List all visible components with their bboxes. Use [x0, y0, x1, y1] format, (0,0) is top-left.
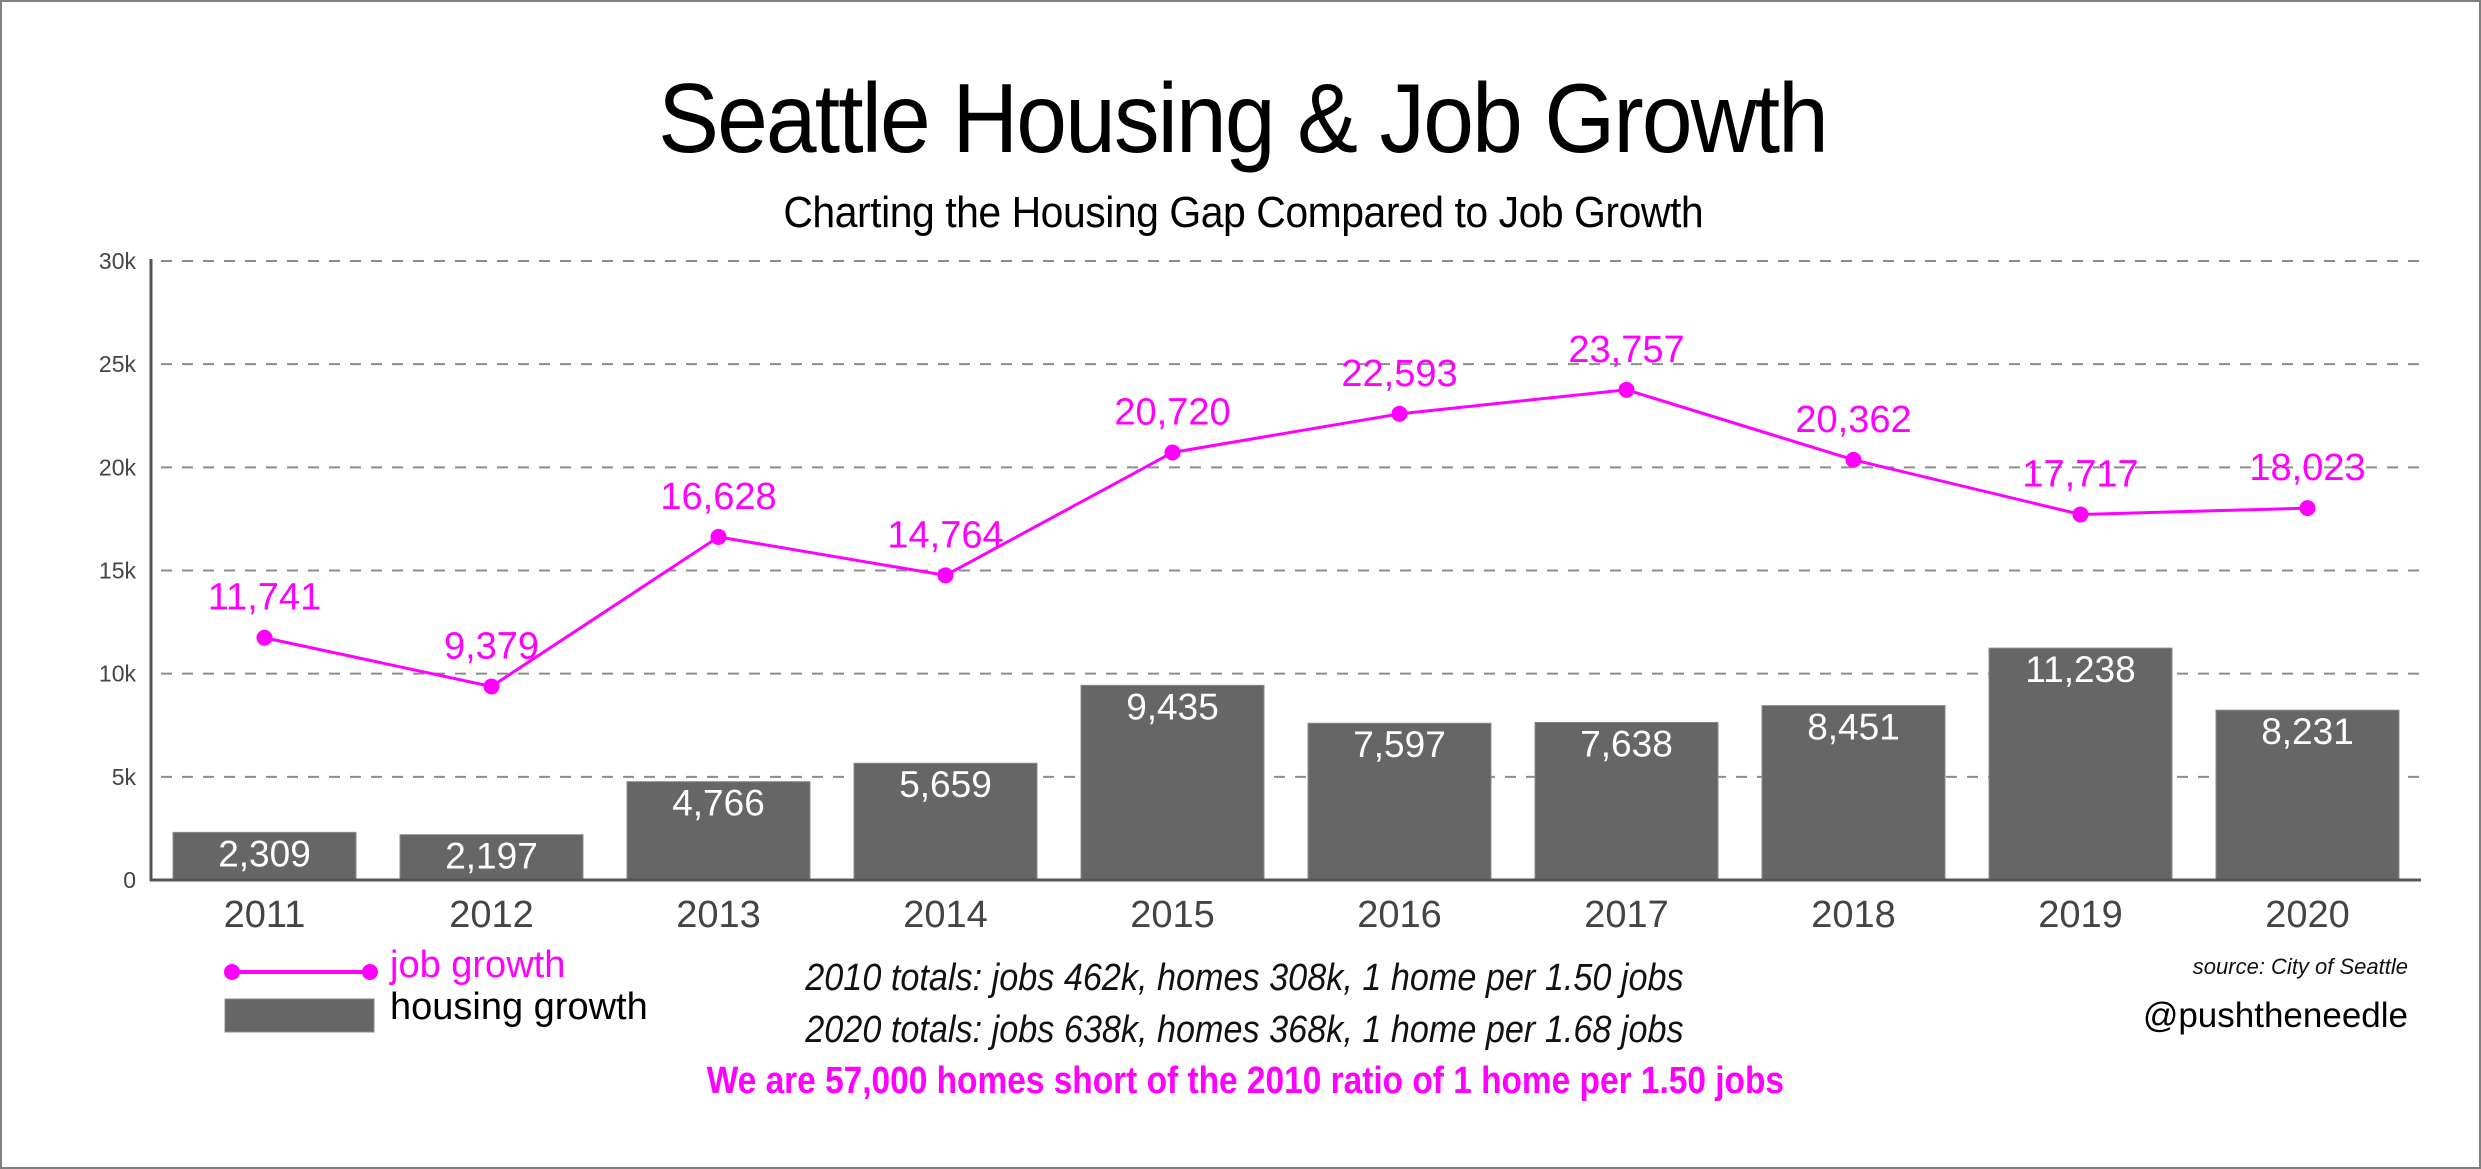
housing-bars: 2,309 2,197 4,766 5,659 9,435 7,597 7,638 8,451… — [172, 647, 2400, 881]
housing-bar-label: 4,766 — [672, 783, 765, 824]
job-growth-label: 9,379 — [444, 625, 539, 667]
job-growth-point-2013 — [710, 528, 727, 545]
housing-bar-label: 11,238 — [2025, 649, 2135, 690]
job-growth-label: 20,720 — [1114, 391, 1230, 433]
job-growth-point-2011 — [256, 629, 273, 646]
x-tick-label-2013: 2013 — [676, 894, 761, 936]
chart-title: Seattle Housing & Job Growth — [658, 63, 1829, 173]
x-tick-label-2012: 2012 — [449, 894, 534, 936]
housing-bar-label: 7,638 — [1580, 723, 1673, 764]
x-tick-label-2011: 2011 — [224, 894, 306, 936]
source-credit: source: City of Seattle — [2192, 954, 2408, 979]
job-growth-label: 11,741 — [208, 577, 321, 619]
x-tick-label-2016: 2016 — [1357, 894, 1442, 936]
job-growth-label: 20,362 — [1795, 399, 1911, 441]
job-growth-point-2016 — [1391, 405, 1408, 422]
axes — [149, 259, 2421, 882]
housing-bar-label: 5,659 — [899, 764, 992, 805]
x-tick-label-2019: 2019 — [2038, 894, 2123, 936]
y-tick-label: 20k — [99, 454, 137, 480]
housing-bar-label: 2,309 — [218, 833, 311, 874]
x-axis-tick-labels: 2011 2012 2013 2014 2015 2016 2017 2018 2019 2020 — [224, 894, 2350, 936]
legend-swatches — [224, 964, 378, 1033]
job-growth-point-2018 — [1845, 451, 1862, 468]
housing-bar-2017 — [1534, 721, 1719, 881]
housing-bar-2016 — [1307, 722, 1492, 881]
job-growth-line: 11,741 9,379 16,628 14,764 20,720 22,593 23,75… — [208, 329, 2366, 695]
y-tick-label: 30k — [99, 248, 137, 274]
job-growth-point-2017 — [1618, 381, 1635, 398]
job-growth-point-2015 — [1164, 444, 1181, 461]
y-axis-tick-labels: 0 5k 10k 15k 20k 25k 30k — [99, 248, 137, 893]
housing-bar-label: 2,197 — [445, 836, 538, 877]
y-tick-label: 0 — [123, 867, 136, 893]
legend-label-job-growth: job growth — [390, 944, 566, 986]
totals-2010-note: 2010 totals: jobs 462k, homes 308k, 1 ho… — [805, 957, 1684, 999]
housing-bar-label: 9,435 — [1126, 686, 1219, 727]
legend-label-housing-growth: housing growth — [390, 986, 648, 1028]
job-growth-label: 18,023 — [2249, 447, 2365, 489]
job-growth-label: 17,717 — [2022, 453, 2138, 495]
y-tick-label: 25k — [99, 351, 137, 377]
x-tick-label-2015: 2015 — [1130, 894, 1215, 936]
legend-housing-bar-swatch — [224, 998, 375, 1033]
job-growth-label: 22,593 — [1341, 353, 1457, 395]
y-tick-label: 15k — [99, 558, 137, 584]
chart-subtitle: Charting the Housing Gap Compared to Job… — [783, 188, 1704, 237]
housing-bar-2014 — [853, 762, 1038, 881]
housing-shortfall-callout: We are 57,000 homes short of the 2010 ra… — [706, 1060, 1785, 1102]
job-growth-label: 14,764 — [887, 514, 1003, 556]
legend-job-marker-right — [362, 964, 378, 980]
housing-bar-label: 8,451 — [1807, 707, 1900, 748]
housing-bar-label: 7,597 — [1353, 724, 1446, 765]
housing-bar-2015 — [1080, 684, 1265, 881]
job-growth-label: 23,757 — [1568, 329, 1684, 371]
job-growth-polyline — [264, 388, 2308, 689]
job-growth-point-2012 — [483, 678, 500, 695]
y-tick-label: 10k — [99, 661, 137, 687]
housing-bar-2011 — [172, 831, 357, 881]
y-tick-label: 5k — [112, 764, 137, 790]
author-handle: @pushtheneedle — [2142, 996, 2408, 1035]
x-tick-label-2014: 2014 — [903, 894, 988, 936]
job-growth-point-2019 — [2072, 506, 2089, 523]
x-tick-label-2018: 2018 — [1811, 894, 1896, 936]
job-growth-point-2020 — [2299, 500, 2316, 517]
housing-bar-2020 — [2215, 709, 2400, 881]
job-growth-label: 16,628 — [660, 476, 776, 518]
housing-bar-2013 — [626, 781, 811, 881]
legend-job-marker-left — [224, 964, 240, 980]
x-tick-label-2017: 2017 — [1584, 894, 1669, 936]
housing-bar-2019 — [1988, 647, 2173, 881]
x-tick-label-2020: 2020 — [2265, 894, 2350, 936]
job-growth-point-2014 — [937, 567, 954, 584]
housing-bar-2012 — [399, 834, 584, 881]
housing-bar-label: 8,231 — [2261, 711, 2354, 752]
totals-2020-note: 2020 totals: jobs 638k, homes 368k, 1 ho… — [805, 1009, 1684, 1051]
housing-bar-2018 — [1761, 705, 1946, 881]
